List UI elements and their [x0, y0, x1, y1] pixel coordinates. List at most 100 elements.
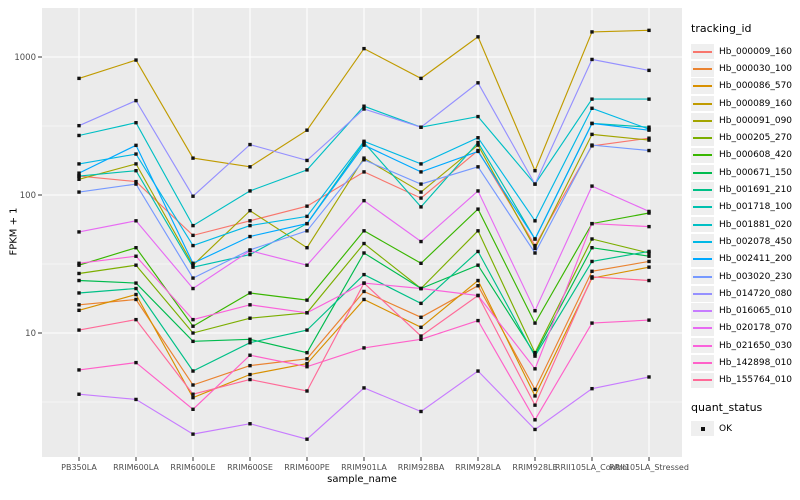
data-point-marker [191, 265, 195, 269]
data-point-marker [590, 246, 594, 250]
data-point-marker [134, 360, 138, 365]
legend-key-swatch [691, 234, 714, 250]
legend-item: Hb_000205_270 [691, 129, 799, 146]
data-point-marker [248, 189, 252, 193]
x-tick-label: RRIM600PE [284, 463, 330, 472]
data-point-marker [476, 143, 480, 147]
data-point-marker [362, 272, 366, 277]
data-point-marker [191, 369, 195, 373]
data-point-marker [590, 237, 594, 241]
data-point-marker [419, 239, 423, 244]
data-point-marker [647, 68, 651, 73]
legend-key-swatch [691, 130, 714, 146]
data-point-marker [191, 276, 195, 280]
data-point-marker [590, 30, 594, 34]
data-point-marker [590, 97, 594, 101]
data-point-marker [476, 263, 480, 267]
data-point-marker [191, 261, 195, 265]
series-color-line-icon [693, 154, 712, 157]
legend-item-label: Hb_001691_210 [719, 185, 793, 196]
series-color-line-icon [693, 292, 712, 295]
data-point-marker [134, 182, 138, 186]
data-point-marker [134, 143, 138, 148]
data-point-marker [362, 281, 366, 285]
quant-status-legend-title: quant_status [691, 400, 763, 414]
series-color-line-icon [693, 327, 712, 330]
data-point-marker [248, 219, 252, 223]
data-point-marker [476, 140, 480, 145]
legend-item-label: Hb_155764_010 [719, 375, 793, 386]
data-point-marker [362, 139, 366, 143]
legend-item: Hb_000091_090 [691, 112, 799, 129]
data-point-marker [305, 168, 309, 172]
legend-item: Hb_155764_010 [691, 372, 799, 389]
data-point-marker [533, 403, 537, 407]
quant-status-key [691, 420, 714, 437]
data-point-marker [476, 369, 480, 373]
data-point-marker [77, 177, 81, 181]
data-point-marker [77, 230, 81, 234]
legend-item-label: Hb_000030_100 [719, 63, 793, 74]
data-point-marker [248, 316, 252, 320]
data-point-marker [419, 162, 423, 166]
data-point-marker [77, 308, 81, 313]
data-point-marker [476, 249, 480, 254]
series-color-line-icon [693, 119, 712, 122]
data-point-marker [191, 339, 195, 344]
data-point-marker [533, 309, 537, 313]
data-point-marker [476, 229, 480, 233]
data-point-marker [77, 190, 81, 194]
data-point-marker [305, 389, 309, 393]
series-color-line-icon [693, 310, 712, 313]
legend-key-swatch [691, 147, 714, 164]
legend-item-label: Hb_003020_230 [719, 271, 793, 282]
legend-key-swatch [691, 199, 714, 216]
data-point-marker [305, 357, 309, 361]
x-tick-label: RRII105LA_Control [555, 463, 629, 472]
legend-item: Hb_016065_010 [691, 302, 799, 319]
data-point-marker [134, 98, 138, 103]
data-point-marker [77, 278, 81, 283]
data-point-marker [305, 128, 309, 132]
legend-item-label: Hb_002078_450 [719, 236, 793, 247]
data-point-marker [590, 143, 594, 147]
data-point-marker [134, 297, 138, 302]
legend-item: Hb_000089_160 [691, 95, 799, 112]
legend-item-label: Hb_000671_150 [719, 167, 793, 178]
data-point-marker [191, 331, 195, 335]
series-color-line-icon [693, 85, 712, 88]
data-point-marker [590, 259, 594, 264]
legend-item: Hb_021650_030 [691, 337, 799, 354]
data-point-marker [533, 168, 537, 173]
legend-item-label: Hb_000091_090 [719, 115, 793, 126]
data-point-marker [533, 394, 537, 398]
data-point-marker [134, 254, 138, 258]
legend-item: Hb_000086_570 [691, 78, 799, 95]
data-point-marker [77, 392, 81, 396]
data-point-marker [134, 281, 138, 285]
data-point-marker [533, 182, 537, 186]
data-point-marker [248, 291, 252, 295]
data-point-marker [305, 214, 309, 219]
legend-key-swatch [691, 216, 714, 233]
data-point-marker [134, 152, 138, 156]
data-point-marker [362, 104, 366, 108]
data-point-marker [419, 76, 423, 81]
legend-item: Hb_142898_010 [691, 354, 799, 371]
legend-key-swatch [691, 164, 714, 181]
data-point-marker [647, 136, 651, 140]
data-point-marker [362, 289, 366, 294]
legend-key-swatch [691, 372, 714, 389]
data-point-marker [77, 328, 81, 332]
data-point-marker [419, 182, 423, 186]
x-tick-label: RRIM928LE [512, 463, 557, 472]
data-point-marker [362, 170, 366, 174]
legend-item-label: Hb_000089_160 [719, 98, 793, 109]
data-point-marker [305, 221, 309, 226]
y-tick-label: 100 [20, 191, 36, 201]
data-point-marker [533, 246, 537, 251]
data-point-marker [419, 337, 423, 342]
data-point-marker [590, 386, 594, 391]
legend-item: Hb_014720_080 [691, 285, 799, 302]
